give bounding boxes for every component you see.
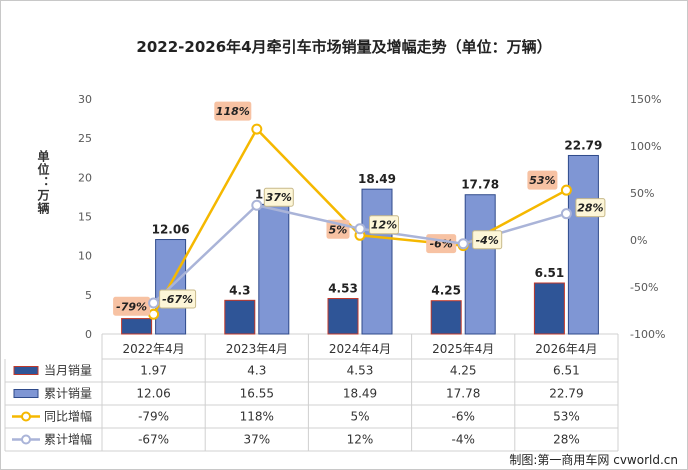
table-value-cell: 4.3 — [247, 364, 266, 378]
table-header-cell: 2022年4月 — [123, 342, 185, 356]
bar-monthly — [327, 298, 359, 335]
table-series-name: 累计增幅 — [44, 432, 92, 447]
table-value-cell: 118% — [240, 410, 274, 424]
y2-tick-label: -100% — [630, 328, 665, 341]
table-value-cell: 53% — [553, 410, 580, 424]
y2-tick-label: -50% — [630, 281, 658, 294]
bar-data-label: 4.25 — [431, 284, 461, 298]
legend-key-marker — [21, 411, 31, 422]
line-label-box — [159, 289, 197, 309]
bar-cumulative — [361, 188, 393, 335]
series-line-cumulative-growth — [152, 203, 567, 304]
y-tick-label: 10 — [78, 250, 92, 263]
table-value-cell: 5% — [350, 410, 369, 424]
y2-tick-label: 100% — [630, 140, 661, 153]
line-label-box — [263, 187, 294, 207]
table-header-cell: 2026年4月 — [535, 342, 597, 356]
line-label-box — [369, 215, 399, 235]
line-point — [457, 238, 469, 250]
table-header-cell: 2023年4月 — [226, 342, 288, 356]
line-data-label: 28% — [577, 202, 603, 215]
line-label-box — [575, 198, 606, 218]
bar-data-label: 4.53 — [328, 282, 358, 296]
bar-data-label: 6.51 — [535, 266, 565, 280]
table-value-cell: 6.51 — [553, 364, 580, 378]
y-tick-label: 15 — [78, 211, 92, 224]
y2-tick-label: 50% — [630, 187, 654, 200]
table-series-name: 同比增幅 — [44, 409, 92, 424]
table-value-cell: 22.79 — [549, 387, 583, 401]
y-axis-label: 单位：万辆 — [36, 150, 50, 215]
bar-data-label: 4.3 — [229, 283, 250, 297]
table-value-cell: -6% — [452, 410, 475, 424]
line-label-box — [214, 101, 252, 121]
bar-monthly — [224, 299, 256, 335]
line-label-box — [472, 230, 503, 250]
table-value-cell: -79% — [138, 410, 169, 424]
line-data-label: -67% — [162, 293, 193, 306]
table-value-cell: 18.49 — [343, 387, 377, 401]
bar-monthly — [121, 318, 153, 335]
bar-data-label: 17.78 — [461, 178, 499, 192]
chart-title: 2022-2026年4月牵引车市场销量及增幅走势（单位：万辆） — [136, 38, 552, 56]
table-value-cell: 12.06 — [136, 387, 170, 401]
line-data-label: 5% — [329, 223, 348, 236]
table-header-cell: 2024年4月 — [329, 342, 391, 356]
bar-data-label: 18.49 — [358, 172, 396, 186]
table-value-cell: 37% — [243, 433, 270, 447]
bar-cumulative — [567, 154, 599, 335]
table-value-cell: 16.55 — [240, 387, 274, 401]
line-point — [560, 184, 572, 196]
y-tick-label: 20 — [78, 171, 92, 184]
line-data-label: -79% — [116, 300, 147, 313]
y2-tick-label: 0% — [630, 234, 647, 247]
line-label-box — [527, 170, 558, 190]
table-value-cell: 4.53 — [347, 364, 374, 378]
table-series-name: 累计销量 — [44, 387, 92, 401]
y-tick-label: 30 — [78, 93, 92, 106]
line-data-label: 53% — [529, 174, 555, 187]
bar-data-label: 12.06 — [152, 223, 190, 237]
table-value-cell: 12% — [347, 433, 374, 447]
table-value-cell: 4.25 — [450, 364, 477, 378]
line-point — [251, 199, 263, 211]
line-data-label: 12% — [371, 219, 397, 232]
line-data-label: 118% — [216, 105, 250, 118]
bar-cumulative — [258, 203, 290, 335]
y-tick-label: 25 — [78, 132, 92, 145]
table-header-cell: 2025年4月 — [432, 342, 494, 356]
legend-key-bar — [13, 389, 39, 398]
y2-tick-label: 150% — [630, 93, 661, 106]
line-data-label: -4% — [476, 234, 499, 247]
table-series-name: 当月销量 — [44, 364, 92, 378]
legend-key-marker — [21, 434, 31, 445]
line-point — [560, 208, 572, 220]
table-value-cell: 1.97 — [140, 364, 167, 378]
bar-monthly — [533, 282, 565, 335]
table-value-cell: -4% — [452, 433, 475, 447]
y-tick-label: 5 — [85, 289, 92, 302]
bar-monthly — [430, 300, 462, 335]
line-point — [354, 223, 366, 235]
bar-cumulative — [464, 194, 496, 335]
line-point — [251, 123, 263, 135]
y-tick-label: 0 — [85, 328, 92, 341]
line-point — [148, 308, 160, 320]
line-data-label: 37% — [266, 191, 292, 204]
table-value-cell: 17.78 — [446, 387, 480, 401]
source-credit: 制图:第一商用车网 cvworld.cn — [509, 453, 678, 467]
legend-key-bar — [13, 366, 39, 375]
bar-data-label: 22.79 — [564, 138, 602, 152]
table-value-cell: -67% — [138, 433, 169, 447]
table-value-cell: 28% — [553, 433, 580, 447]
series-line-yoy — [152, 127, 567, 315]
line-point — [148, 297, 160, 309]
